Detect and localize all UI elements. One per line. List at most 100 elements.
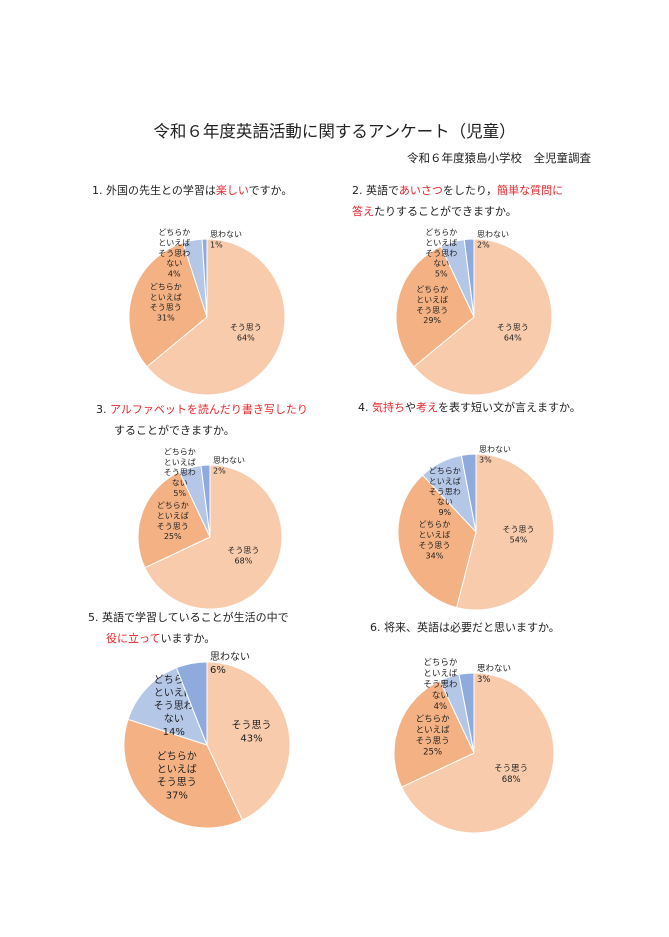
label-line: ない xyxy=(166,259,182,268)
label-line: といえば xyxy=(418,530,450,539)
pie-slice-3 xyxy=(127,667,208,746)
question-text: をしたり， xyxy=(442,184,498,197)
question-text: いますか。 xyxy=(160,632,216,645)
question-line: 6. 将来、英語は必要だと思いますか。 xyxy=(370,617,560,638)
label-line: そう思わ xyxy=(164,468,196,477)
label-line: 3% xyxy=(477,675,491,685)
label-line: 思わない xyxy=(210,230,242,239)
label-line: どちらか xyxy=(418,520,450,529)
pie-slice-2 xyxy=(128,242,208,368)
label-line: そう思う xyxy=(157,522,189,531)
pie-chart-3: そう思う 68%どちらかといえばそう思う 25%どちらかといえばそう思わない 5%思わ… xyxy=(137,447,283,610)
label-line: ない xyxy=(172,479,188,488)
label-line: どちらか xyxy=(164,447,196,456)
question-4: 4. 気持ちや考えを表す短い文が言えますか。 xyxy=(358,397,581,418)
question-text: 2. 英語で xyxy=(352,184,399,197)
label-line: 思わない xyxy=(210,651,250,663)
label-line: といえば xyxy=(416,295,448,304)
label-line: どちらか xyxy=(150,282,182,291)
label-line: 14% xyxy=(163,727,185,738)
question-text: や xyxy=(405,401,416,414)
label-line: 1% xyxy=(210,240,223,249)
question-text: ですか。 xyxy=(248,184,293,197)
label-line: どちらか xyxy=(157,501,189,510)
pie-label-3: どちらかといえばそう思わない 5% xyxy=(425,228,457,279)
highlighted-text: 考え xyxy=(416,401,438,414)
label-line: そう思う xyxy=(230,323,262,332)
pie-label-4: 思わない 2% xyxy=(213,456,245,475)
question-line: 3. アルファベットを読んだり書き写したり xyxy=(96,399,308,420)
pie-label-2: どちらかといえばそう思う 25% xyxy=(416,715,451,758)
pie-slice-1 xyxy=(146,238,286,396)
label-line: といえば xyxy=(425,238,457,247)
pie-label-1: そう思う 64% xyxy=(230,323,262,342)
label-line: どちらか xyxy=(425,228,457,237)
pie-chart-6: そう思う 68%どちらかといえばそう思う 25%どちらかといえばそう思わない 4%思わ… xyxy=(393,658,555,834)
pie-slice-4 xyxy=(463,238,475,318)
pie-slice-2 xyxy=(393,679,475,788)
question-text: 5. 英語で学習していることが生活の中で xyxy=(88,611,289,624)
question-2: 2. 英語であいさつをしたり，簡単な質問に 答えたりすることができますか。 xyxy=(352,180,563,222)
question-line: 2. 英語であいさつをしたり，簡単な質問に xyxy=(352,180,563,201)
label-line: 64% xyxy=(504,333,522,342)
question-1: 1. 外国の先生との学習は楽しいですか。 xyxy=(92,180,292,201)
label-line: そう思う xyxy=(157,777,197,789)
question-text: たりすることができますか。 xyxy=(374,205,517,218)
label-line: そう思う xyxy=(416,306,448,315)
label-line: どちらか xyxy=(158,228,190,237)
label-line: どちらか xyxy=(423,658,458,668)
question-text: することができますか。 xyxy=(114,424,235,437)
pie-label-3: どちらかといえばそう思わない 4% xyxy=(158,228,190,279)
pie-label-2: どちらかといえばそう思う 25% xyxy=(157,501,189,541)
pie-label-1: そう思う 68% xyxy=(227,546,259,565)
question-line: 答えたりすることができますか。 xyxy=(352,201,563,222)
question-3: 3. アルファベットを読んだり書き写したりすることができますか。 xyxy=(96,399,308,441)
pie-label-2: どちらかといえばそう思う 29% xyxy=(416,285,448,325)
survey-subtitle: 令和６年度猿島小学校 全児童調査 xyxy=(407,151,591,165)
label-line: といえば xyxy=(150,293,182,302)
pie-slice-1 xyxy=(455,453,555,611)
question-6: 6. 将来、英語は必要だと思いますか。 xyxy=(370,617,560,638)
pie-chart-5: そう思う 43%どちらかといえばそう思う 37%どちらかといえばそう思わない 14%思… xyxy=(123,651,291,829)
highlighted-text: 役に立って xyxy=(106,632,161,645)
label-line: そう思わ xyxy=(429,487,461,496)
pie-slice-2 xyxy=(123,718,244,829)
label-line: といえば xyxy=(157,511,189,520)
question-line: 5. 英語で学習していることが生活の中で xyxy=(88,607,289,628)
question-text: 4. xyxy=(358,401,372,414)
question-5: 5. 英語で学習していることが生活の中で役に立っていますか。 xyxy=(88,607,289,649)
label-line: そう思わ xyxy=(423,680,457,690)
pie-slice-1 xyxy=(144,464,283,610)
pie-label-3: どちらかといえばそう思わない 4% xyxy=(423,658,458,712)
label-line: といえば xyxy=(423,669,458,679)
pie-slice-4 xyxy=(458,672,475,754)
pie-slice-2 xyxy=(397,474,477,609)
question-line: 役に立っていますか。 xyxy=(88,628,289,649)
pie-label-1: そう思う 68% xyxy=(494,764,528,785)
label-line: 5% xyxy=(173,489,186,498)
highlighted-text: 気持ち xyxy=(372,401,405,414)
pie-slice-1 xyxy=(400,672,555,834)
label-line: ない xyxy=(164,713,184,725)
pie-label-1: そう思う 64% xyxy=(497,323,529,342)
label-line: そう思う xyxy=(497,323,529,332)
pie-label-3: どちらかといえばそう思わない 9% xyxy=(429,466,461,517)
label-line: といえば xyxy=(158,238,190,247)
label-line: 3% xyxy=(479,455,492,464)
label-line: 37% xyxy=(166,791,188,802)
page-title: 令和６年度英語活動に関するアンケート（児童） xyxy=(153,122,516,141)
pie-chart-4: そう思う 54%どちらかといえばそう思う 34%どちらかといえばそう思わない 9%思わ… xyxy=(397,445,555,611)
label-line: そう思う xyxy=(232,720,272,732)
pie-label-2: どちらかといえばそう思う 37% xyxy=(157,751,197,802)
pie-label-1: そう思う 43% xyxy=(232,720,272,745)
label-line: どちらか xyxy=(416,285,448,294)
label-line: 9% xyxy=(438,508,451,517)
question-line: することができますか。 xyxy=(96,420,308,441)
label-line: といえば xyxy=(416,726,451,736)
label-line: どちらか xyxy=(416,715,451,725)
highlighted-text: あいさつ xyxy=(398,184,443,197)
label-line: 29% xyxy=(423,316,441,325)
label-line: 68% xyxy=(235,556,253,565)
highlighted-text: 簡単な質問に xyxy=(497,184,564,197)
